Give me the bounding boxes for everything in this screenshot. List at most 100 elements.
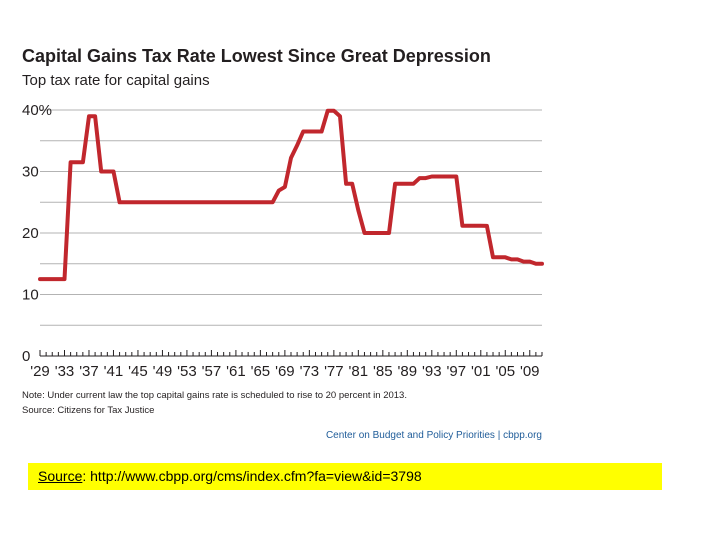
data-point [100, 170, 102, 173]
x-tick-label: '89 [398, 363, 418, 380]
x-tick-label: '09 [520, 363, 540, 380]
chart-title: Capital Gains Tax Rate Lowest Since Grea… [22, 46, 491, 66]
x-tick-label: '05 [495, 363, 515, 380]
x-tick-label: '81 [349, 363, 369, 380]
data-point [326, 110, 329, 112]
data-point [412, 183, 415, 185]
y-tick-label: 10 [22, 287, 39, 304]
y-axis-tick-labels: 0 10 20 30 40% [22, 102, 52, 365]
data-point [290, 157, 292, 159]
data-point [400, 183, 403, 185]
data-point [345, 183, 347, 185]
data-point [69, 161, 72, 164]
data-point [339, 115, 341, 117]
x-tick-label: '41 [104, 363, 124, 380]
y-tick-label: 30 [22, 164, 39, 181]
data-point [375, 232, 378, 234]
x-tick-label: '45 [128, 363, 148, 380]
data-point [271, 201, 274, 204]
chart-source: Source: Citizens for Tax Justice [22, 405, 154, 416]
data-point [418, 177, 421, 179]
source-url-text: : http://www.cbpp.org/cms/index.cfm?fa=v… [82, 468, 422, 484]
data-point [363, 232, 366, 234]
data-point [278, 189, 280, 192]
data-point [112, 170, 115, 173]
data-point [88, 115, 90, 117]
y-tick-label: 0 [22, 348, 30, 365]
x-tick-label: '57 [202, 363, 222, 380]
x-tick-label: '33 [55, 363, 75, 380]
data-point [39, 278, 41, 280]
data-point [63, 278, 66, 280]
data-point [351, 183, 354, 185]
data-point [369, 232, 372, 234]
data-point [431, 175, 433, 178]
x-tick-label: '77 [324, 363, 344, 380]
data-point [388, 232, 390, 234]
y-tick-label: 20 [22, 225, 39, 242]
data-point [480, 225, 482, 227]
data-point [516, 258, 519, 261]
series-group [38, 108, 544, 282]
x-tick-label: '37 [79, 363, 99, 380]
x-tick-label: '85 [373, 363, 393, 380]
data-point [82, 161, 84, 164]
x-tick-label: '49 [153, 363, 173, 380]
chart-subtitle: Top tax rate for capital gains [22, 72, 210, 89]
data-point [529, 260, 531, 263]
data-point [94, 115, 96, 117]
data-point [449, 175, 452, 178]
data-point [424, 177, 427, 179]
data-point [382, 232, 384, 234]
data-point [406, 183, 409, 185]
x-tick-label: '69 [275, 363, 295, 380]
data-point [302, 130, 305, 133]
data-point [118, 201, 121, 204]
data-point [443, 175, 445, 178]
x-tick-label: '53 [177, 363, 197, 380]
data-point [314, 130, 317, 133]
data-point [541, 263, 543, 265]
x-tick-label: '61 [226, 363, 246, 380]
series-line [38, 108, 544, 282]
source-caption: Source: http://www.cbpp.org/cms/index.cf… [28, 463, 662, 490]
data-point [229, 201, 231, 204]
data-point [75, 161, 78, 164]
data-point [498, 256, 500, 259]
data-point [296, 144, 298, 147]
data-point [357, 209, 360, 211]
data-point [284, 186, 286, 188]
data-point [394, 183, 396, 185]
data-point [492, 256, 494, 259]
data-point [473, 224, 476, 227]
x-tick-label: '73 [300, 363, 320, 380]
data-point [259, 201, 262, 204]
data-point [486, 225, 488, 227]
data-point [455, 175, 458, 178]
x-tick-label: '97 [447, 363, 467, 380]
x-axis: '29 '33'37 '41'45 '49'53 '57'61 '65'69 '73'77 '… [30, 350, 543, 380]
x-tick-label: '93 [422, 363, 442, 380]
data-point [167, 201, 170, 204]
source-label-link[interactable]: Source [38, 468, 83, 484]
data-point [437, 175, 439, 178]
data-point [198, 201, 200, 204]
data-point [510, 258, 513, 261]
y-tick-label: 40% [22, 102, 52, 119]
gridlines [40, 109, 542, 326]
chart-note: Note: Under current law the top capital … [22, 390, 407, 401]
x-tick-label: '65 [251, 363, 271, 380]
x-tick-label: '29 [30, 363, 50, 380]
data-point [333, 110, 335, 112]
x-tick-label: '01 [471, 363, 491, 380]
data-point [106, 170, 109, 173]
data-point [308, 130, 311, 133]
data-point [320, 130, 323, 133]
data-point [535, 263, 537, 265]
data-point [522, 260, 525, 263]
chart-credit: Center on Budget and Policy Priorities |… [326, 430, 542, 441]
data-point [467, 224, 470, 227]
data-point [504, 256, 507, 259]
